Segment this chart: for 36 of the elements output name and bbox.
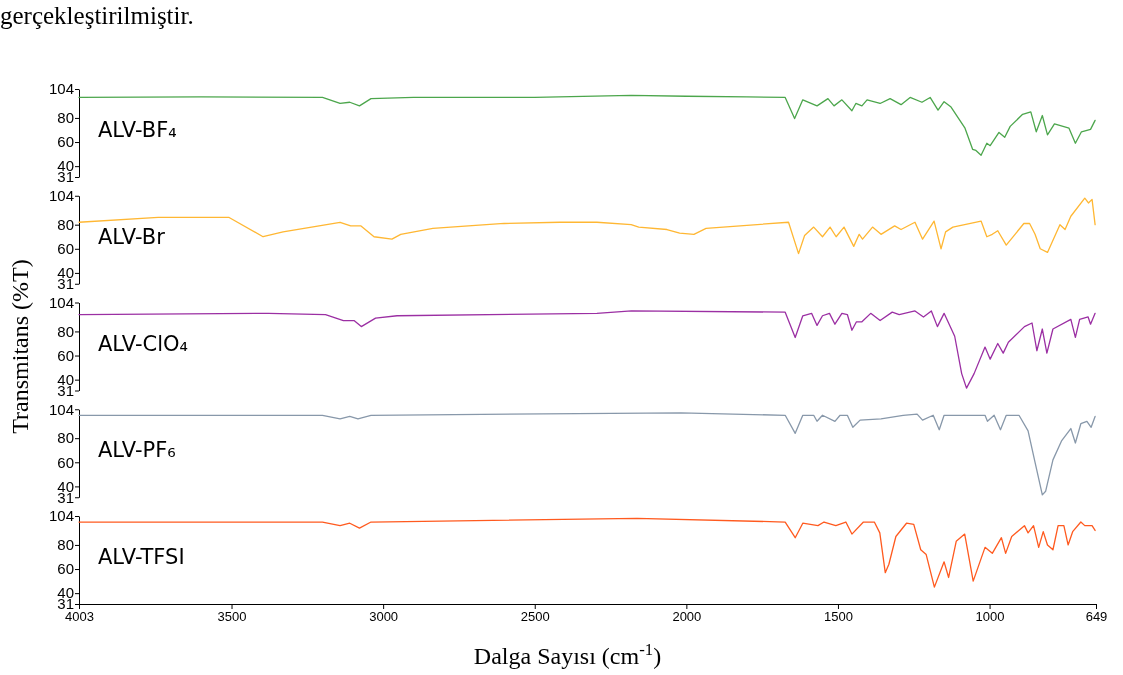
- text: gerçekleştirilmiştir.: [0, 2, 194, 29]
- x-tick-label: 4003: [65, 609, 94, 625]
- line-series: [78, 94, 1096, 156]
- y-tick-label: 60: [57, 133, 74, 151]
- y-tick-label: 60: [57, 560, 74, 578]
- y-tick-label: 104: [48, 187, 74, 205]
- x-tick-label: 2000: [672, 609, 702, 625]
- x-tick-label: 1500: [824, 609, 853, 625]
- y-tick-label: 104: [48, 80, 74, 98]
- x-tick-label: 649: [1085, 609, 1108, 625]
- line-series: [78, 310, 1096, 389]
- line-series: [78, 197, 1096, 255]
- series-label: ALV-Br: [98, 224, 166, 249]
- y-tick-label: 80: [57, 109, 74, 127]
- y-tick-label: 60: [57, 346, 74, 364]
- series-label: ALV-BF₄: [98, 118, 177, 142]
- y-tick-label: 80: [57, 536, 74, 554]
- y-tick-label: 104: [48, 400, 74, 418]
- x-tick-label: 2500: [520, 609, 550, 625]
- y-tick-label: 104: [48, 507, 74, 525]
- x-axis-title: Dalga Sayısı (cm$^{-1}$): [473, 639, 662, 669]
- x-tick-label: 3000: [369, 609, 399, 625]
- x-tick-label: 1000: [975, 609, 1005, 625]
- series-label: ALV-PF₆: [98, 438, 176, 463]
- series-label: ALV-ClO₄: [98, 331, 188, 356]
- y-tick-label: 80: [57, 429, 74, 447]
- y-axis-title: Transmitans (%T): [7, 259, 33, 434]
- x-tick-label: 3500: [217, 609, 247, 625]
- y-tick-label: 104: [48, 293, 74, 311]
- y-tick-label: 60: [57, 453, 74, 471]
- y-tick-label: 80: [57, 322, 74, 340]
- series-label: ALV-TFSI: [98, 545, 185, 569]
- y-tick-label: 80: [57, 215, 74, 233]
- y-tick-label: 60: [57, 240, 74, 258]
- line-series: [78, 517, 1096, 588]
- line-series: [78, 412, 1096, 496]
